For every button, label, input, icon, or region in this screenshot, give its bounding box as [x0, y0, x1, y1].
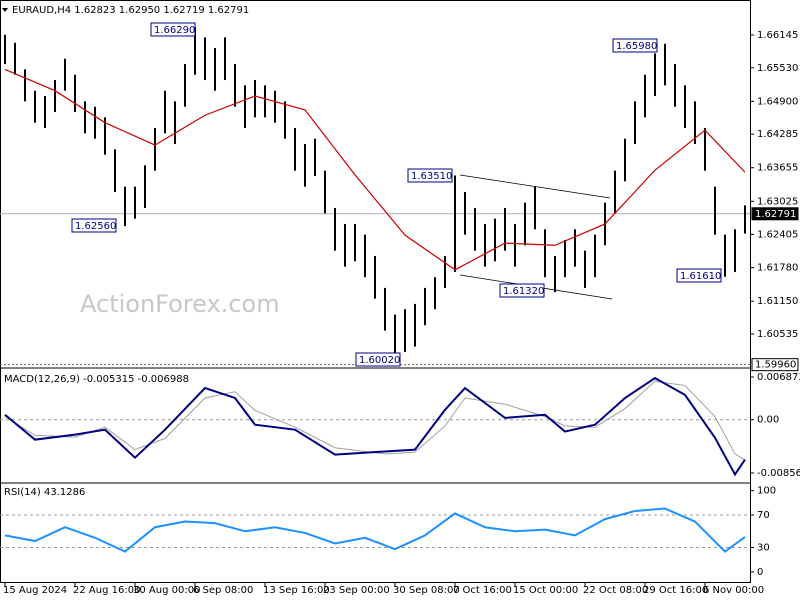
y-tick-label: 0.006873 — [757, 372, 800, 383]
annotation: 1.60020 — [359, 355, 400, 366]
x-tick-label: 30 Sep 08:00 — [393, 585, 460, 596]
x-tick-label: 29 Oct 16:00 — [643, 585, 708, 596]
x-tick-label: 23 Sep 00:00 — [323, 585, 390, 596]
y-tick-label: 1.61150 — [757, 296, 798, 307]
y-tick-label: 1.64285 — [757, 129, 798, 140]
annotation: 1.62560 — [75, 221, 116, 232]
x-tick-label: 30 Aug 00:00 — [133, 585, 200, 596]
indicator-line — [4, 376, 746, 477]
y-tick-label: 70 — [757, 510, 770, 521]
y-tick-label: 0.00 — [757, 415, 779, 426]
price-label-box — [751, 207, 799, 221]
moving-average — [4, 68, 746, 271]
price-label-box — [751, 358, 799, 372]
annotation-box — [150, 22, 196, 37]
price-label: 1.59960 — [755, 360, 796, 371]
frame — [0, 0, 751, 583]
annotation: 1.61610 — [680, 271, 721, 282]
annotation: 1.61320 — [503, 286, 544, 297]
annotation: 1.65980 — [616, 41, 657, 52]
y-tick-label: 1.65530 — [757, 63, 798, 74]
chart-title: EURAUD,H4 1.62823 1.62950 1.62719 1.6279… — [12, 5, 249, 16]
annotation-box — [407, 168, 453, 183]
y-tick-label: -0.00856 — [757, 468, 800, 479]
y-tick-label: 100 — [757, 486, 776, 497]
watermark: ActionForex.com — [80, 290, 280, 318]
x-tick-label: 15 Aug 2024 — [3, 585, 67, 596]
macd-title: MACD(12,26,9) -0.005315 -0.006988 — [4, 374, 189, 385]
annotation-box — [499, 283, 545, 298]
annotation-box — [676, 268, 722, 283]
annotation: 1.66290 — [154, 25, 195, 36]
y-tick-label: 0 — [757, 567, 763, 578]
x-tick-label: 7 Oct 16:00 — [453, 585, 512, 596]
y-tick-label: 1.63655 — [757, 163, 798, 174]
y-tick-label: 1.60535 — [757, 329, 798, 340]
menu-arrow — [2, 8, 8, 12]
x-tick-label: 6 Nov 00:00 — [703, 585, 764, 596]
y-tick-label: 1.66145 — [757, 30, 798, 41]
annotation-box — [71, 218, 117, 233]
y-tick-label: 1.61780 — [757, 263, 798, 274]
rsi-title: RSI(14) 43.1286 — [4, 487, 85, 498]
annotation-box — [612, 38, 658, 53]
x-tick-label: 15 Oct 00:00 — [513, 585, 578, 596]
x-tick-label: 22 Aug 16:00 — [73, 585, 140, 596]
y-tick-label: 1.63025 — [757, 196, 798, 207]
annotation-box — [355, 352, 401, 367]
y-tick-label: 1.62405 — [757, 229, 798, 240]
y-tick-label: 1.64900 — [757, 96, 798, 107]
y-tick-label: 30 — [757, 543, 770, 554]
indicator-line — [4, 380, 746, 461]
x-tick-label: 13 Sep 16:00 — [263, 585, 330, 596]
channel-line — [459, 174, 611, 199]
x-tick-label: 22 Oct 08:00 — [583, 585, 648, 596]
price-label: 1.62791 — [755, 209, 796, 220]
indicator-line — [4, 507, 746, 553]
annotation: 1.63510 — [411, 171, 452, 182]
x-tick-label: 6 Sep 08:00 — [193, 585, 253, 596]
